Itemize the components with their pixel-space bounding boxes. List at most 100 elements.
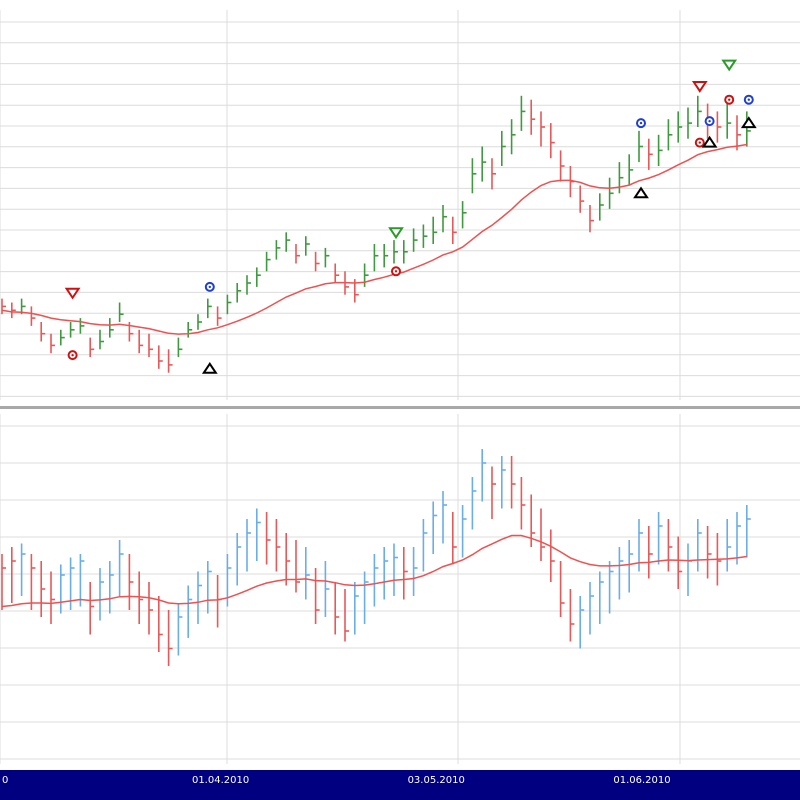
price-bar	[696, 95, 702, 127]
price-bar	[285, 533, 291, 586]
price-bar	[608, 561, 614, 614]
price-bar	[451, 216, 457, 244]
date-axis-label: 0	[2, 775, 8, 786]
price-bar	[304, 236, 310, 256]
price-bar	[109, 318, 114, 338]
price-bar	[373, 244, 379, 272]
price-bar	[726, 103, 732, 139]
price-bar	[432, 216, 438, 244]
date-axis-label: 01.06.2010	[613, 775, 670, 786]
price-bar	[745, 505, 751, 558]
price-bar	[520, 95, 526, 131]
price-bar	[383, 547, 389, 600]
signal-circle-dot	[708, 119, 711, 123]
price-bar	[59, 329, 65, 346]
signal-down-triangle	[388, 227, 404, 240]
price-bar	[363, 263, 369, 287]
price-bar	[138, 571, 144, 624]
price-bar	[69, 322, 75, 338]
price-bar	[226, 294, 232, 315]
price-bar	[40, 561, 46, 617]
price-bar	[236, 283, 242, 303]
price-bar	[500, 130, 506, 166]
price-bar	[677, 111, 683, 143]
signal-down-triangle	[691, 81, 708, 93]
price-bar	[334, 582, 340, 635]
price-bar	[246, 519, 251, 572]
signal-down-triangle	[64, 287, 81, 300]
price-bar	[422, 519, 428, 572]
price-bar	[59, 564, 65, 614]
price-bar	[314, 251, 320, 272]
price-bar	[50, 333, 55, 354]
price-bar	[706, 526, 712, 579]
price-bar	[716, 111, 722, 143]
signal-up-triangle	[633, 186, 649, 199]
price-bar	[471, 477, 477, 530]
price-bar	[30, 554, 36, 610]
price-bar	[138, 329, 144, 354]
price-bar	[118, 540, 124, 596]
price-bar	[667, 119, 673, 151]
price-bar	[745, 111, 751, 147]
oscillator-panel[interactable]	[0, 414, 800, 764]
price-bars	[1, 95, 751, 373]
price-bar	[628, 154, 634, 186]
price-bar	[285, 232, 291, 252]
price-bar	[638, 130, 643, 163]
price-bar	[736, 512, 741, 565]
price-bar	[481, 449, 487, 502]
price-bar	[628, 540, 634, 593]
price-bar	[148, 333, 153, 358]
price-bar	[677, 536, 683, 589]
price-bar	[598, 193, 604, 221]
price-panel[interactable]	[0, 10, 800, 400]
price-bar	[324, 247, 330, 268]
price-bar	[197, 314, 202, 330]
signal-circle-dot	[394, 270, 398, 273]
price-signal-markers	[64, 59, 757, 374]
price-bar	[618, 547, 624, 600]
price-bar	[295, 540, 300, 593]
price-bar	[579, 185, 585, 213]
price-bar	[647, 138, 653, 170]
price-bar	[324, 561, 330, 617]
price-bar	[158, 596, 163, 652]
price-bar	[657, 512, 663, 565]
price-bar	[109, 561, 114, 614]
price-bar	[167, 349, 173, 373]
price-bar	[510, 456, 516, 509]
price-moving-average-line	[1, 143, 747, 335]
price-bar	[510, 119, 516, 155]
price-bar	[402, 240, 408, 264]
price-bar	[11, 547, 16, 603]
price-bar	[99, 329, 104, 350]
price-bar	[559, 150, 565, 182]
price-bar	[412, 547, 418, 596]
panel-separator[interactable]	[0, 406, 800, 409]
price-bar	[167, 610, 173, 666]
price-bar	[118, 302, 124, 322]
price-bar	[530, 99, 536, 135]
signal-up-triangle	[740, 116, 757, 129]
price-bar	[491, 158, 496, 190]
price-bar	[177, 603, 183, 656]
price-bar	[128, 554, 134, 610]
price-bar	[520, 477, 526, 530]
price-bar	[344, 589, 349, 642]
price-bar	[608, 177, 614, 209]
price-bar	[383, 244, 389, 268]
price-bar	[618, 162, 624, 194]
price-bar	[1, 298, 6, 315]
date-axis-labels: 0 01.04.2010 03.05.2010 01.06.2010	[2, 775, 671, 786]
price-bar	[540, 111, 545, 147]
price-bar	[598, 571, 604, 624]
price-bar	[40, 322, 46, 342]
price-bar	[187, 585, 193, 638]
price-bar	[579, 596, 585, 649]
price-bar	[255, 267, 261, 287]
price-bar	[265, 512, 271, 565]
price-bar	[412, 228, 418, 252]
price-bar	[79, 318, 85, 334]
